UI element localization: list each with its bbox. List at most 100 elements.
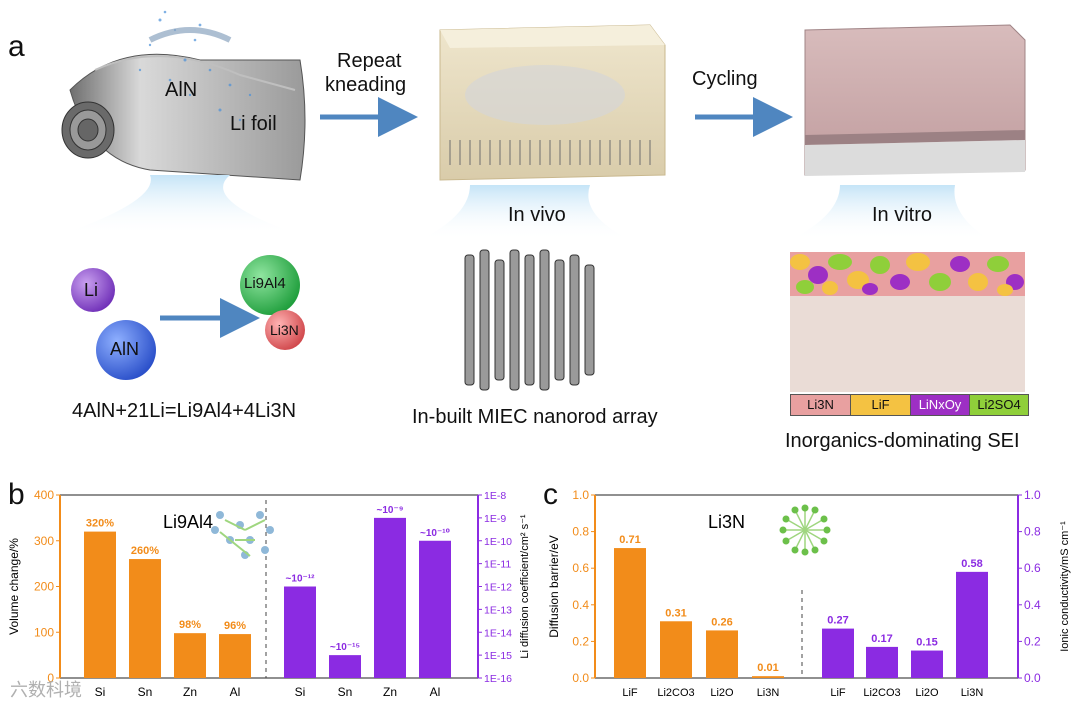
chart-b-left-tick-label: 100 — [34, 625, 54, 639]
chart-b-right-tick-label: 1E-16 — [484, 673, 512, 685]
arrow2-label: Cycling — [692, 68, 758, 90]
sei-legend-lif: LiF — [851, 395, 911, 415]
chart-b-x-label: Zn — [383, 685, 397, 699]
chart-b-diffusion-label: ~10⁻¹² — [286, 574, 316, 585]
chart-b-diffusion-label: ~10⁻¹⁰ — [420, 528, 450, 539]
chart-b-volume-bar — [174, 633, 206, 678]
zoom-cone-right — [790, 185, 990, 240]
chart-c-conductivity-bar — [866, 646, 898, 678]
li9al4-ball-label: Li9Al4 — [244, 275, 286, 292]
chart-c-barrier-bar — [614, 548, 646, 678]
chart-b-volume-label: 260% — [131, 545, 159, 557]
chart-b-right-tick-label: 1E-15 — [484, 650, 512, 662]
chart-b-volume-bar — [129, 559, 161, 678]
chart-c-barrier-label: 0.31 — [665, 607, 686, 619]
in-vivo-block-graphic — [439, 24, 666, 181]
chart-c-conductivity-label: 0.58 — [961, 558, 982, 570]
chart-b-right-axis-title: Li diffusion coefficient/cm² s⁻¹ — [519, 514, 531, 659]
chart-c-barrier-label: 0.71 — [619, 534, 640, 546]
chart-c-barrier-bar — [706, 630, 738, 678]
chart-b-x-label: Si — [95, 685, 106, 699]
li3n-ball-label: Li3N — [270, 322, 299, 338]
chart-c-left-tick-label: 0.0 — [572, 671, 589, 685]
li9al4-structure-icon — [211, 511, 274, 559]
chart-b-x-label: Sn — [338, 685, 353, 699]
li-ball — [71, 268, 115, 312]
chart-b-x-label: Si — [295, 685, 306, 699]
chart-c-x-label: Li2O — [710, 687, 734, 699]
in-vivo-label: In vivo — [508, 204, 566, 226]
chart-b-x-label: Zn — [183, 685, 197, 699]
watermark: 六数科境 — [10, 680, 82, 700]
li3n-structure-icon — [779, 504, 831, 556]
chart-b-left-tick-label: 300 — [34, 534, 54, 548]
aln-ball-label: AlN — [110, 339, 140, 359]
chart-c-conductivity-label: 0.15 — [916, 637, 937, 649]
arrow1-label-line1: Repeat — [337, 50, 402, 72]
in-vitro-label: In vitro — [872, 204, 933, 226]
chart-c-title: Li3N — [708, 512, 745, 532]
chart-c-x-label: Li3N — [961, 687, 984, 699]
li-foil-roll-graphic — [61, 10, 306, 181]
chart-c-barrier-label: 0.26 — [711, 616, 732, 628]
chart-c-barrier-bar — [660, 621, 692, 678]
chart-c-left-tick-label: 1.0 — [572, 488, 589, 502]
reaction-equation: 4AlN+21Li=Li9Al4+4Li3N — [72, 400, 297, 422]
chart-b-x-label: Sn — [138, 685, 153, 699]
panel-a-illustration — [60, 10, 1026, 392]
miec-caption: In-built MIEC nanorod array — [412, 406, 658, 428]
zoom-cone-middle — [420, 185, 630, 240]
chart-b-left-tick-label: 400 — [34, 488, 54, 502]
chart-c-x-label: LiF — [622, 687, 638, 699]
zoom-cone-left — [60, 175, 300, 235]
chart-b-volume-label: 98% — [179, 619, 201, 631]
chart-b-diffusion-bar — [284, 586, 316, 678]
chart-b-right-tick-label: 1E-11 — [484, 559, 511, 571]
li3n-ball — [265, 310, 305, 350]
chart-c-frame — [594, 494, 1019, 679]
chart-c-barrier-bar — [752, 676, 784, 678]
chart-c-conductivity-label: 0.27 — [827, 615, 848, 627]
chart-b-diffusion-label: ~10⁻¹⁵ — [330, 642, 361, 653]
in-vitro-block-graphic — [804, 24, 1026, 176]
chart-c-left-tick-label: 0.2 — [572, 634, 589, 648]
chart-c-conductivity-bar — [822, 628, 854, 678]
chart-c-conductivity-bar — [956, 571, 988, 678]
chart-c-x-label: Li2O — [915, 687, 939, 699]
chart-b-left-tick-label: 0 — [47, 671, 54, 685]
panel-b-letter: b — [8, 478, 25, 511]
chart-b-diffusion-bar — [374, 517, 406, 678]
chart-c-right-tick-label: 0.4 — [1024, 598, 1041, 612]
chart-b-volume-bar — [84, 531, 116, 678]
chart-b-frame — [59, 494, 479, 679]
chart-b-title: Li9Al4 — [163, 512, 213, 532]
chart-b-volume-label: 320% — [86, 518, 114, 530]
chart-b-diffusion-label: ~10⁻⁹ — [377, 505, 404, 516]
sei-graphic — [790, 252, 1025, 392]
chart-c-left-tick-label: 0.8 — [572, 525, 589, 539]
chart-b-diffusion-bar — [419, 540, 451, 678]
chart-b-left-tick-label: 200 — [34, 580, 54, 594]
chart-b: 0 100 200 300 400 Volume change/% 1E-16 1E-15 1E… — [7, 488, 531, 699]
chart-b-right-tick-label: 1E-12 — [484, 582, 512, 594]
chart-b-diffusion-bar — [329, 655, 361, 678]
chart-b-left-axis-title: Volume change/% — [7, 538, 21, 635]
chart-b-x-label: Al — [430, 685, 441, 699]
chart-c-conductivity-bar — [911, 650, 943, 678]
chart-b-right-tick-label: 1E-10 — [484, 536, 512, 548]
sei-caption: Inorganics-dominating SEI — [785, 430, 1020, 452]
chart-b-volume-bar — [219, 634, 251, 678]
chart-c-conductivity-label: 0.17 — [871, 633, 892, 645]
li-foil-label: Li foil — [230, 113, 277, 135]
li-ball-label: Li — [84, 280, 99, 300]
panel-a-letter: a — [8, 30, 25, 63]
chart-c-right-tick-label: 0.2 — [1024, 634, 1041, 648]
sei-legend-li2so4: Li2SO4 — [970, 395, 1028, 415]
chart-c-x-label: Li2CO3 — [863, 687, 900, 699]
chart-c-right-tick-label: 0.0 — [1024, 671, 1041, 685]
chart-c-x-label: Li3N — [757, 687, 780, 699]
aln-ball — [96, 320, 156, 380]
chart-c-right-tick-label: 1.0 — [1024, 488, 1041, 502]
chart-b-right-tick-label: 1E-14 — [484, 627, 512, 639]
chart-c-left-tick-label: 0.6 — [572, 561, 589, 575]
